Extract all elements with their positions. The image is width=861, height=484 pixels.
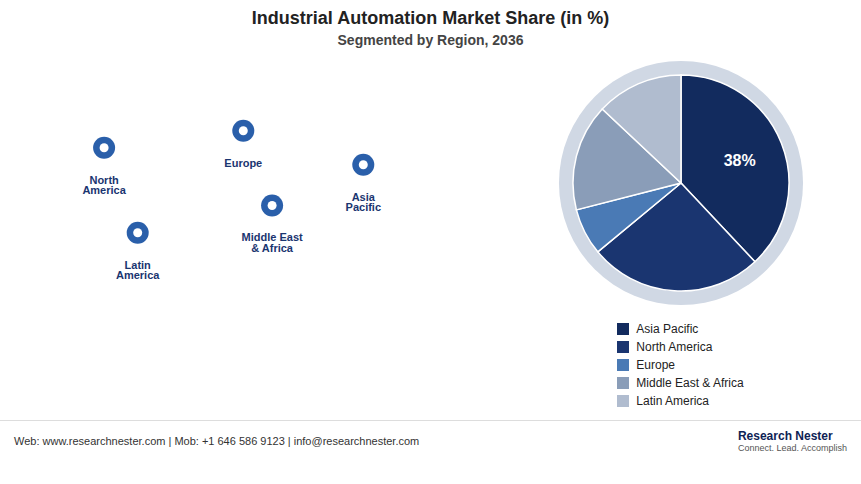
svg-text:Middle East& Africa: Middle East& Africa <box>242 231 303 254</box>
html-text:Middle East & Africa: Middle East & Africa <box>636 376 744 390</box>
html-text:Segmented by Region, 2036: Segmented by Region, 2036 <box>337 32 524 48</box>
svg-text:38%: 38% <box>723 152 755 169</box>
html-text:Industrial Automation Market S: Industrial Automation Market Share (in %… <box>251 8 610 28</box>
html-text:Latin America: Latin America <box>636 394 709 408</box>
svg-text:NorthAmerica: NorthAmerica <box>82 174 126 197</box>
html-text:North America: North America <box>636 340 713 354</box>
svg-text:LatinAmerica: LatinAmerica <box>116 259 160 282</box>
html-text:Asia Pacific: Asia Pacific <box>636 322 699 336</box>
html-text:Research Nester: Research Nester <box>737 428 833 443</box>
html-text:Europe: Europe <box>636 358 675 372</box>
html-text:Web: www.researchnester.com |: Web: www.researchnester.com | Mob: +1 64… <box>14 434 420 447</box>
svg-text:Europe: Europe <box>224 157 262 169</box>
html-text:Connect. Lead. Accomplish: Connect. Lead. Accomplish <box>737 442 847 453</box>
svg-text:AsiaPacific: AsiaPacific <box>346 191 381 214</box>
